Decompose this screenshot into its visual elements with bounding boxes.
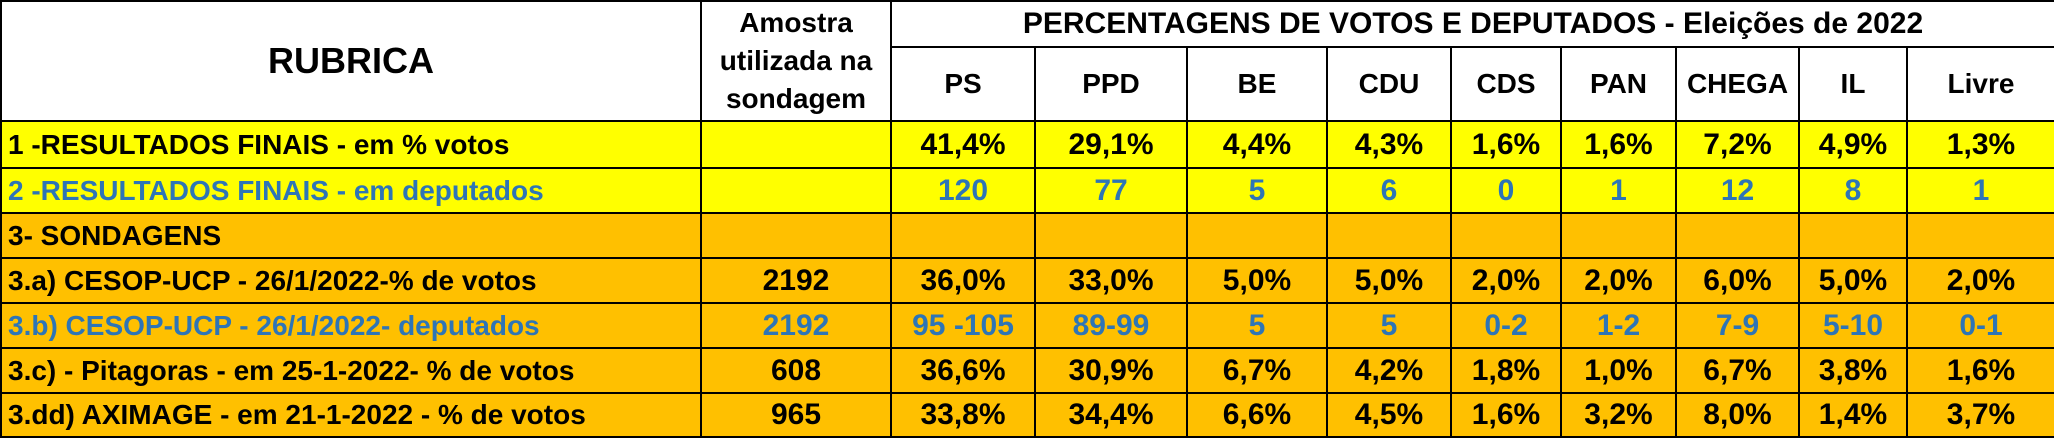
row-label: 3.c) - Pitagoras - em 25-1-2022- % de vo… <box>0 347 702 394</box>
table-row: 3.dd) AXIMAGE - em 21-1-2022 - % de voto… <box>0 392 2054 438</box>
party-header-pan: PAN <box>1560 46 1677 122</box>
value-cell: 5-10 <box>1798 302 1908 349</box>
value-cell <box>890 212 1036 259</box>
table-row: 1 -RESULTADOS FINAIS - em % votos 41,4% … <box>0 120 2054 169</box>
value-cell: 89-99 <box>1034 302 1188 349</box>
value-cell: 29,1% <box>1034 120 1188 169</box>
value-cell: 2,0% <box>1560 257 1677 304</box>
value-cell: 12 <box>1675 167 1800 214</box>
value-cell: 5 <box>1186 302 1328 349</box>
value-cell: 6 <box>1326 167 1452 214</box>
row-label: 3.dd) AXIMAGE - em 21-1-2022 - % de voto… <box>0 392 702 438</box>
value-cell <box>1798 212 1908 259</box>
party-header-cdu: CDU <box>1326 46 1452 122</box>
party-header-be: BE <box>1186 46 1328 122</box>
value-cell: 3,8% <box>1798 347 1908 394</box>
value-cell: 0 <box>1450 167 1562 214</box>
value-cell: 4,9% <box>1798 120 1908 169</box>
sample-size-cell <box>700 120 892 169</box>
value-cell: 3,7% <box>1906 392 2054 438</box>
value-cell <box>1560 212 1677 259</box>
table-title: PERCENTAGENS DE VOTOS E DEPUTADOS - Elei… <box>890 0 2054 48</box>
value-cell: 1,6% <box>1906 347 2054 394</box>
party-header-ppd: PPD <box>1034 46 1188 122</box>
value-cell: 77 <box>1034 167 1188 214</box>
value-cell <box>1326 212 1452 259</box>
value-cell: 120 <box>890 167 1036 214</box>
row-label: 1 -RESULTADOS FINAIS - em % votos <box>0 120 702 169</box>
value-cell: 8,0% <box>1675 392 1800 438</box>
value-cell: 1,6% <box>1450 392 1562 438</box>
value-cell <box>1450 212 1562 259</box>
value-cell: 5 <box>1326 302 1452 349</box>
value-cell: 36,0% <box>890 257 1036 304</box>
value-cell: 36,6% <box>890 347 1036 394</box>
value-cell: 1,8% <box>1450 347 1562 394</box>
table-row: 3.c) - Pitagoras - em 25-1-2022- % de vo… <box>0 347 2054 394</box>
value-cell: 1,3% <box>1906 120 2054 169</box>
value-cell: 5,0% <box>1326 257 1452 304</box>
value-cell: 33,0% <box>1034 257 1188 304</box>
value-cell: 5,0% <box>1186 257 1328 304</box>
amostra-header: Amostra utilizada na sondagem <box>700 0 892 122</box>
value-cell: 5 <box>1186 167 1328 214</box>
value-cell <box>1034 212 1188 259</box>
value-cell: 33,8% <box>890 392 1036 438</box>
value-cell: 4,3% <box>1326 120 1452 169</box>
value-cell: 4,2% <box>1326 347 1452 394</box>
value-cell: 6,7% <box>1675 347 1800 394</box>
value-cell <box>1675 212 1800 259</box>
sample-size-cell: 2192 <box>700 257 892 304</box>
value-cell: 8 <box>1798 167 1908 214</box>
value-cell: 0-1 <box>1906 302 2054 349</box>
table-row: 3.b) CESOP-UCP - 26/1/2022- deputados 21… <box>0 302 2054 349</box>
sample-size-cell: 2192 <box>700 302 892 349</box>
value-cell: 1-2 <box>1560 302 1677 349</box>
rubrica-header: RUBRICA <box>0 0 702 122</box>
value-cell: 4,4% <box>1186 120 1328 169</box>
value-cell: 3,2% <box>1560 392 1677 438</box>
sample-size-cell <box>700 167 892 214</box>
party-header-il: IL <box>1798 46 1908 122</box>
sample-size-cell <box>700 212 892 259</box>
value-cell: 95 -105 <box>890 302 1036 349</box>
value-cell: 5,0% <box>1798 257 1908 304</box>
value-cell: 1,0% <box>1560 347 1677 394</box>
party-header-chega: CHEGA <box>1675 46 1800 122</box>
value-cell <box>1906 212 2054 259</box>
value-cell: 1,4% <box>1798 392 1908 438</box>
row-label: 3.b) CESOP-UCP - 26/1/2022- deputados <box>0 302 702 349</box>
table-row: 2 -RESULTADOS FINAIS - em deputados 120 … <box>0 167 2054 214</box>
sample-size-cell: 965 <box>700 392 892 438</box>
table-row: 3- SONDAGENS <box>0 212 2054 259</box>
value-cell: 2,0% <box>1450 257 1562 304</box>
value-cell: 2,0% <box>1906 257 2054 304</box>
row-label: 3.a) CESOP-UCP - 26/1/2022-% de votos <box>0 257 702 304</box>
sample-size-cell: 608 <box>700 347 892 394</box>
value-cell: 7-9 <box>1675 302 1800 349</box>
row-label: 3- SONDAGENS <box>0 212 702 259</box>
value-cell: 1 <box>1906 167 2054 214</box>
value-cell: 4,5% <box>1326 392 1452 438</box>
value-cell: 0-2 <box>1450 302 1562 349</box>
value-cell: 1,6% <box>1450 120 1562 169</box>
party-header-ps: PS <box>890 46 1036 122</box>
value-cell: 6,0% <box>1675 257 1800 304</box>
value-cell: 7,2% <box>1675 120 1800 169</box>
table-row: 3.a) CESOP-UCP - 26/1/2022-% de votos 21… <box>0 257 2054 304</box>
value-cell: 41,4% <box>890 120 1036 169</box>
value-cell: 34,4% <box>1034 392 1188 438</box>
party-header-cds: CDS <box>1450 46 1562 122</box>
value-cell: 30,9% <box>1034 347 1188 394</box>
value-cell: 1,6% <box>1560 120 1677 169</box>
value-cell: 6,7% <box>1186 347 1328 394</box>
row-label: 2 -RESULTADOS FINAIS - em deputados <box>0 167 702 214</box>
value-cell: 6,6% <box>1186 392 1328 438</box>
value-cell <box>1186 212 1328 259</box>
party-header-livre: Livre <box>1906 46 2054 122</box>
value-cell: 1 <box>1560 167 1677 214</box>
